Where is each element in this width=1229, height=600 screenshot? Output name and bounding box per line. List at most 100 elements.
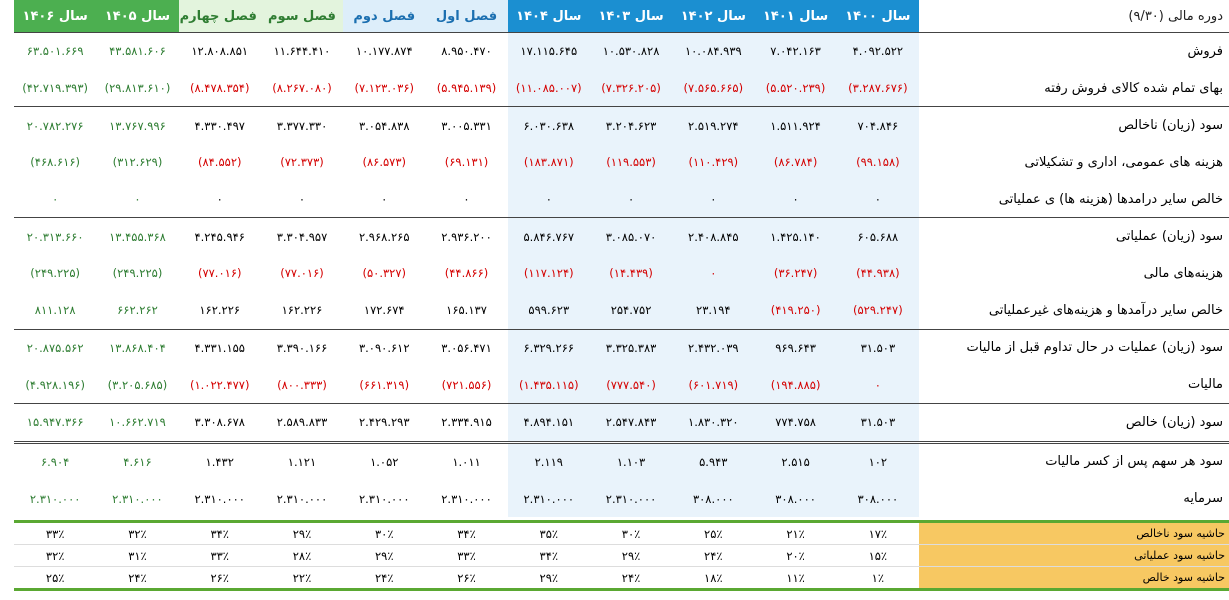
cell-value: (۱۱۰.۴۲۹) — [672, 144, 755, 181]
cell-value: (۳۱۲.۶۲۹) — [112, 155, 163, 170]
cell-value: ۳.۳۷۷.۳۳۰ — [276, 118, 328, 133]
row-label: مالیات — [918, 366, 1229, 404]
cell-value: (۱۸۳.۸۷۱) — [507, 144, 590, 181]
cell-value: ۱۵.۹۴۷.۳۶۶ — [14, 403, 97, 444]
cell-value: (۷.۱۲۳.۰۳۶) — [343, 69, 426, 108]
cell-value: ۱۳.۸۶۸.۴۰۴ — [109, 340, 166, 355]
table-row: سود (زیان) عملیات در حال تداوم قبل از ما… — [14, 329, 1229, 367]
cell-value: (۶۰۱.۷۱۹) — [672, 366, 755, 404]
cell-value: (۲۴۹.۲۲۵) — [30, 266, 81, 281]
cell-value: ۲۳.۱۹۴ — [672, 291, 755, 330]
cell-value: ۳.۳۲۵.۳۸۳ — [589, 329, 673, 367]
cell-value: (۸۰۰.۳۳۳) — [260, 366, 344, 404]
margin-value: ۳۴٪ — [507, 544, 590, 567]
margin-value: ۳۳٪ — [425, 544, 508, 567]
margin-row: حاشیه سود عملیاتی ۱۵٪ ۲۰٪ ۲۴٪ ۲۹٪ ۳۴٪ ۳۳٪ ۲۹٪ ۲۸… — [14, 544, 1229, 567]
cell-value: (۳.۲۰۵.۶۸۵) — [96, 366, 179, 404]
cell-value: ۰ — [178, 180, 261, 219]
column-header: سال ۱۴۰۱ — [754, 0, 837, 33]
table-row: خالص سایر درآمدها و هزینه‌های غیرعملیاتی… — [14, 291, 1229, 330]
cell-value: (۱۴.۴۳۹) — [589, 255, 673, 292]
cell-value: ۲.۵۸۹.۸۳۳ — [260, 403, 344, 444]
cell-value: ۲.۵۱۹.۲۷۴ — [672, 106, 755, 145]
margin-value: ۲۹٪ — [589, 544, 673, 567]
cell-value: ۶.۳۲۹.۲۶۶ — [507, 329, 590, 367]
cell-value: (۷۲.۳۷۳) — [280, 155, 324, 170]
table-row: خالص سایر درامدها (هزینه ها) ی عملیاتی ۰ ۰… — [14, 180, 1229, 219]
row-label: هزینه‌های مالی — [1143, 265, 1223, 281]
cell-value: ۲۰.۷۸۲.۲۷۶ — [26, 118, 84, 133]
margin-value: ۲۱٪ — [754, 521, 837, 545]
cell-value: ۱۳.۴۵۵.۳۶۸ — [109, 229, 166, 244]
cell-value: (۴.۹۲۸.۱۹۶) — [14, 366, 97, 404]
row-label: سود هر سهم پس از کسر مالیات — [1045, 454, 1223, 470]
cell-value: ۲.۳۱۰.۰۰۰ — [29, 491, 81, 506]
cell-value: ۰ — [260, 180, 344, 219]
cell-value: ۱۳.۷۶۷.۹۹۶ — [109, 118, 166, 133]
cell-value: (۷۷۷.۵۴۰) — [589, 366, 673, 404]
cell-value: (۱.۰۲۲.۴۷۷) — [178, 366, 261, 404]
cell-value: ۵.۹۴۳ — [672, 442, 755, 481]
cell-value: (۷۲۱.۵۵۶) — [425, 366, 508, 404]
cell-value: (۴۱۹.۲۵۰) — [754, 291, 837, 330]
cell-value: ۵۹۹.۶۲۳ — [507, 291, 590, 330]
table-row: بهای تمام شده کالای فروش رفته (۳.۲۸۷.۶۷۶)… — [14, 69, 1229, 108]
cell-value: ۲۵۴.۷۵۲ — [589, 291, 673, 330]
cell-value: ۲.۱۱۹ — [507, 442, 590, 481]
row-label: خالص سایر درامدها (هزینه ها) ی عملیاتی — [918, 180, 1229, 219]
cell-value: (۶۶۱.۳۱۹) — [343, 366, 426, 404]
cell-value: ۲.۵۴۷.۸۴۳ — [589, 403, 673, 444]
row-label: بهای تمام شده کالای فروش رفته — [918, 69, 1229, 108]
cell-value: ۰ — [589, 180, 673, 219]
cell-value: ۳.۰۹۰.۶۱۲ — [358, 340, 410, 355]
column-header: سال ۱۴۰۵ — [96, 0, 179, 33]
cell-value: ۳.۰۵۶.۴۷۱ — [441, 340, 492, 355]
cell-value: ۱۷۲.۶۷۴ — [343, 291, 426, 330]
cell-value: (۲۴۹.۲۲۵) — [112, 266, 163, 281]
cell-value: ۲۰.۸۷۵.۵۶۲ — [26, 340, 84, 355]
table-row: هزینه‌های مالی (۴۴.۹۳۸) (۳۶.۲۴۷) ۰ (۱۴.۴۳۹)(… — [14, 255, 1229, 292]
cell-value: ۰ — [836, 366, 919, 404]
margin-value: ۲۴٪ — [96, 566, 179, 590]
cell-value: (۷۷.۰۱۶) — [197, 266, 242, 281]
cell-value: ۴.۰۹۲.۵۲۲ — [836, 32, 919, 70]
cell-value: ۴.۸۹۴.۱۵۱ — [507, 403, 590, 444]
margin-row: حاشیه سود ناخالص ۱۷٪ ۲۱٪ ۲۵٪ ۳۰٪ ۳۵٪ ۳۴٪ ۳۰٪ ۲۹٪… — [14, 521, 1229, 545]
row-label: سود (زیان) خالص — [918, 403, 1229, 444]
margin-label: حاشیه سود عملیاتی — [918, 544, 1229, 567]
cell-value: (۲۹.۸۱۳.۶۱۰) — [96, 69, 179, 108]
margin-value: ۲۵٪ — [672, 521, 755, 545]
cell-value: ۱۰۲ — [836, 442, 919, 481]
row-label: سود (زیان) عملیات در حال تداوم قبل از ما… — [966, 340, 1223, 356]
cell-value: ۶.۰۳۰.۶۳۸ — [507, 106, 590, 145]
table-row: سود هر سهم پس از کسر مالیات ۱۰۲ ۲.۵۱۵ ۵.۹۴۳… — [14, 442, 1229, 481]
cell-value: ۷.۰۴۲.۱۶۳ — [754, 32, 837, 70]
cell-value: (۱۹۴.۸۸۵) — [754, 366, 837, 404]
cell-value: ۱.۰۵۲ — [370, 454, 399, 469]
cell-value: ۰ — [507, 180, 590, 219]
cell-value: ۱.۸۳۰.۳۲۰ — [672, 403, 755, 444]
margin-value: ۳۴٪ — [425, 521, 508, 545]
cell-value: ۱.۰۱۱ — [452, 454, 481, 469]
header-row: دوره مالی (۹/۳۰) سال ۱۴۰۰ سال ۱۴۰۱ سال ۱۴۰… — [14, 0, 1229, 33]
cell-value: ۳.۰۸۵.۰۷۰ — [589, 217, 673, 256]
cell-value: ۳.۳۰۸.۶۷۸ — [178, 403, 261, 444]
cell-value: ۰ — [343, 180, 426, 219]
cell-value: ۴.۲۴۵.۹۴۶ — [194, 229, 245, 244]
margin-value: ۱۵٪ — [836, 544, 919, 567]
margin-row: حاشیه سود خالص ۱٪ ۱۱٪ ۱۸٪ ۲۴٪ ۲۹٪ ۲۶٪ ۲۴٪ ۲۲٪ ۲۶٪… — [14, 566, 1229, 590]
column-header: فصل اول — [425, 0, 508, 33]
margin-value: ۲۹٪ — [343, 544, 426, 567]
cell-value: (۸۴.۵۵۲) — [197, 155, 242, 170]
cell-value: ۲.۴۲۹.۲۹۳ — [343, 403, 426, 444]
cell-value: ۲.۳۱۰.۰۰۰ — [507, 480, 590, 517]
cell-value: ۱.۴۳۲ — [205, 454, 234, 469]
cell-value: (۱۱۷.۱۲۴) — [507, 255, 590, 292]
cell-value: (۸۶.۷۸۴) — [754, 144, 837, 181]
row-label: سود (زیان) عملیاتی — [1115, 229, 1223, 245]
cell-value: ۱.۵۱۱.۹۲۴ — [754, 106, 837, 145]
cell-value: ۰ — [96, 180, 179, 219]
cell-value: (۸.۴۷۸.۳۵۴) — [178, 69, 261, 108]
cell-value: ۲.۴۳۲.۰۳۹ — [672, 329, 755, 367]
column-header: سال ۱۴۰۶ — [14, 0, 97, 33]
